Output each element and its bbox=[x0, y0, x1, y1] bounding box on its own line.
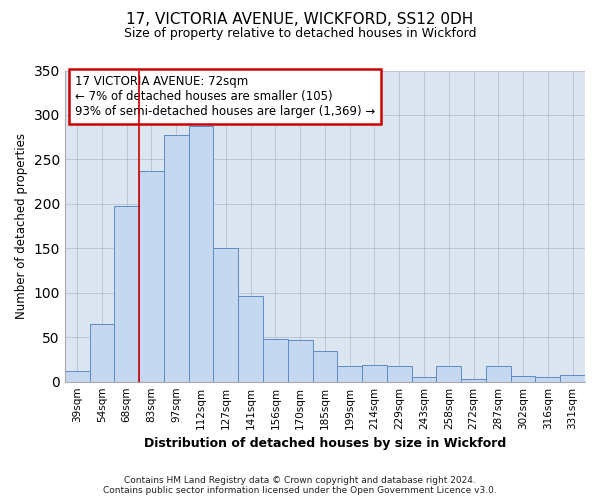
Bar bbox=[387, 366, 412, 382]
Bar bbox=[65, 371, 89, 382]
Bar bbox=[89, 324, 115, 382]
X-axis label: Distribution of detached houses by size in Wickford: Distribution of detached houses by size … bbox=[144, 437, 506, 450]
Text: Size of property relative to detached houses in Wickford: Size of property relative to detached ho… bbox=[124, 28, 476, 40]
Bar bbox=[535, 377, 560, 382]
Bar bbox=[461, 379, 486, 382]
Bar bbox=[412, 377, 436, 382]
Bar bbox=[560, 376, 585, 382]
Bar bbox=[436, 366, 461, 382]
Bar bbox=[238, 296, 263, 382]
Bar bbox=[214, 248, 238, 382]
Bar bbox=[188, 126, 214, 382]
Bar bbox=[486, 366, 511, 382]
Bar bbox=[337, 366, 362, 382]
Bar bbox=[288, 340, 313, 382]
Bar bbox=[362, 365, 387, 382]
Bar bbox=[164, 136, 188, 382]
Text: 17, VICTORIA AVENUE, WICKFORD, SS12 0DH: 17, VICTORIA AVENUE, WICKFORD, SS12 0DH bbox=[127, 12, 473, 28]
Text: Contains HM Land Registry data © Crown copyright and database right 2024.
Contai: Contains HM Land Registry data © Crown c… bbox=[103, 476, 497, 495]
Y-axis label: Number of detached properties: Number of detached properties bbox=[15, 133, 28, 319]
Bar bbox=[263, 339, 288, 382]
Bar bbox=[115, 206, 139, 382]
Bar bbox=[313, 350, 337, 382]
Text: 17 VICTORIA AVENUE: 72sqm
← 7% of detached houses are smaller (105)
93% of semi-: 17 VICTORIA AVENUE: 72sqm ← 7% of detach… bbox=[75, 75, 376, 118]
Bar bbox=[139, 171, 164, 382]
Bar bbox=[511, 376, 535, 382]
